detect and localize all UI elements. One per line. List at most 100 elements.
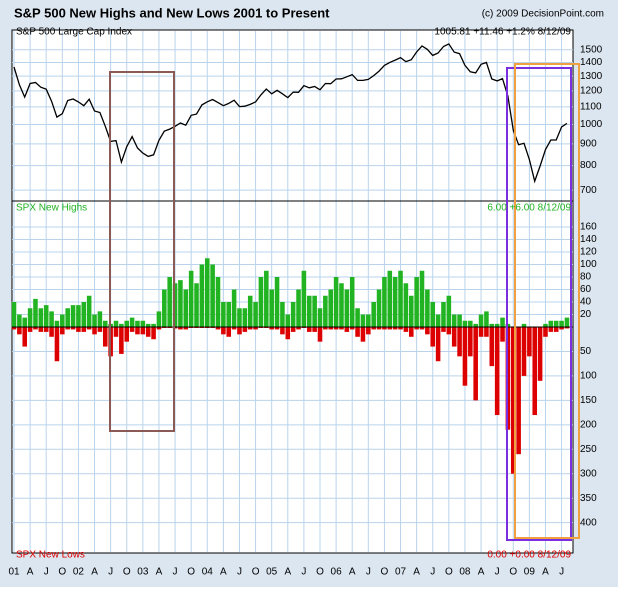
bar [548, 327, 554, 332]
bar [435, 314, 441, 327]
bar [382, 277, 387, 327]
bar [86, 295, 92, 327]
bar [516, 327, 521, 455]
y-tick-label: 60 [580, 284, 592, 295]
x-tick-label: A [413, 567, 420, 578]
bar [27, 308, 33, 327]
bar [285, 314, 291, 327]
bar [81, 302, 87, 327]
bar [167, 277, 172, 327]
bar [145, 323, 151, 327]
bar [247, 295, 253, 327]
bar [543, 327, 548, 337]
bar [86, 327, 92, 330]
bar [237, 327, 242, 335]
x-tick-label: 04 [202, 567, 214, 578]
x-tick-label: O [316, 567, 324, 578]
bar [156, 327, 162, 330]
bar [414, 327, 419, 330]
y-tick-label: 50 [580, 346, 592, 357]
bar [408, 327, 414, 337]
x-tick-label: O [187, 567, 195, 578]
bar [312, 295, 317, 327]
bar [285, 327, 291, 340]
x-tick-label: A [478, 567, 485, 578]
bar [124, 320, 130, 327]
bar [162, 289, 167, 327]
y-tick-label: 1000 [580, 119, 603, 130]
x-tick-label: A [349, 567, 356, 578]
bar [344, 289, 350, 327]
bar [92, 314, 97, 327]
bar [81, 327, 87, 332]
bar [119, 323, 124, 327]
bar [355, 327, 360, 337]
bar [333, 277, 339, 327]
bar [376, 327, 382, 330]
bar [441, 327, 446, 332]
bar [140, 327, 146, 335]
bar [92, 327, 97, 335]
y-tick-label: 120 [580, 247, 597, 258]
bar [478, 314, 484, 327]
bar [473, 323, 478, 327]
x-tick-label: 01 [8, 567, 20, 578]
y-tick-label: 160 [580, 222, 597, 233]
x-tick-label: 09 [524, 567, 536, 578]
bar [489, 323, 495, 327]
bar [328, 327, 334, 330]
y-tick-label: 1100 [580, 102, 602, 113]
annotation: 1005.81 +11.46 +1.2% 8/12/09 [434, 27, 571, 38]
bar [280, 302, 285, 327]
bar [317, 327, 323, 342]
x-tick-label: J [237, 567, 242, 578]
price-line [13, 43, 568, 184]
bar [194, 283, 199, 327]
y-tick-label: 20 [580, 309, 592, 320]
x-tick-label: 03 [137, 567, 149, 578]
bar [349, 277, 355, 327]
bar [328, 289, 334, 327]
bar [451, 314, 457, 327]
bar [441, 302, 446, 327]
x-tick-label: A [27, 567, 34, 578]
bar [366, 327, 371, 335]
highlight-box [109, 71, 175, 432]
bar [543, 323, 548, 327]
bar [11, 327, 17, 330]
x-tick-label: J [173, 567, 178, 578]
bar [178, 327, 183, 330]
bar [102, 327, 108, 347]
x-tick-label: O [58, 567, 66, 578]
y-tick-label: 80 [580, 272, 592, 283]
bar [22, 317, 28, 327]
bar [65, 308, 70, 327]
y-tick-label: 1300 [580, 71, 603, 82]
x-tick-label: J [430, 567, 435, 578]
bar [49, 311, 54, 327]
legend-label: SPX New Lows [16, 550, 85, 561]
bar [113, 320, 119, 327]
bar [172, 327, 178, 329]
bar [419, 270, 425, 327]
bar [548, 320, 554, 327]
bar [210, 264, 215, 327]
bar [54, 320, 60, 327]
x-tick-label: 07 [395, 567, 407, 578]
y-tick-label: 900 [580, 139, 597, 150]
x-tick-label: A [284, 567, 291, 578]
bar [478, 327, 484, 337]
y-tick-label: 150 [580, 395, 597, 406]
y-tick-label: 1400 [580, 57, 603, 68]
bar [398, 327, 403, 330]
y-tick-label: 350 [580, 493, 597, 504]
bar [457, 314, 462, 327]
bar [425, 327, 430, 335]
bar [33, 298, 38, 327]
bar [70, 305, 76, 327]
bar [258, 277, 264, 327]
y-tick-label: 700 [580, 185, 597, 196]
bar [253, 302, 258, 327]
bar [403, 327, 409, 332]
